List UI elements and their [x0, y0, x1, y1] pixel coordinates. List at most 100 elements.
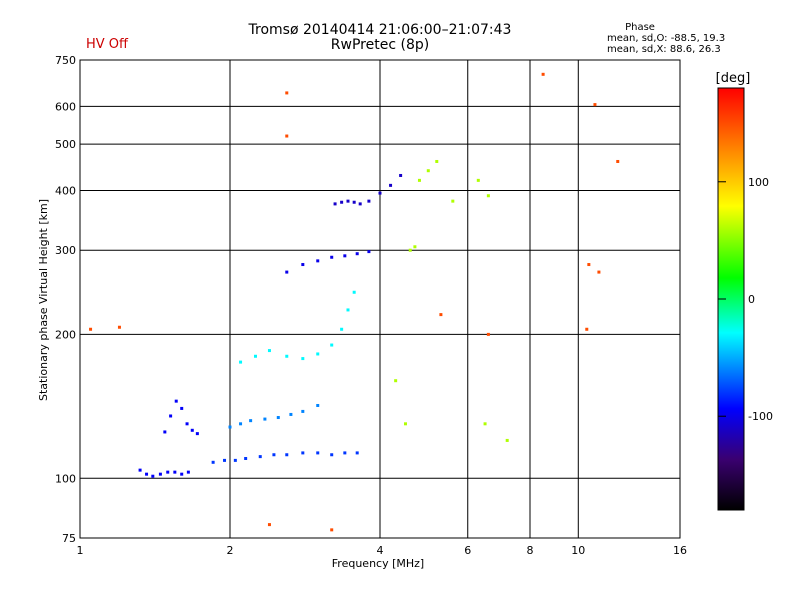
chart-title: Tromsø 20140414 21:06:00–21:07:43 [248, 22, 512, 38]
echo-point [174, 399, 178, 403]
echo-point [169, 414, 173, 418]
echo-point [301, 451, 305, 455]
echo-point [285, 270, 289, 274]
echo-point [417, 178, 421, 182]
echo-point [267, 523, 271, 527]
echo-point [233, 458, 237, 462]
x-tick-label: 6 [464, 544, 471, 557]
echo-point [180, 472, 184, 476]
y-axis-label: Stationary phase Virtual Height [km] [37, 199, 50, 401]
echo-point [223, 458, 227, 462]
echo-point [316, 451, 320, 455]
y-tick-label: 400 [55, 184, 76, 197]
y-tick-label: 100 [55, 472, 76, 485]
echo-point [285, 91, 289, 95]
echo-point [301, 263, 305, 267]
echo-point [403, 422, 407, 426]
echo-point [285, 354, 289, 358]
hv-status-label: HV Off [86, 37, 128, 52]
echo-point [346, 308, 350, 312]
echo-point [158, 472, 162, 476]
echo-point [486, 332, 490, 336]
echo-point [616, 159, 620, 163]
x-tick-label: 16 [673, 544, 687, 557]
echo-point [289, 412, 293, 416]
echo-point [186, 470, 190, 474]
y-tick-label: 750 [55, 54, 76, 67]
y-tick-label: 300 [55, 244, 76, 257]
x-axis-label: Frequency [MHz] [332, 557, 424, 570]
echo-point [358, 202, 362, 206]
echo-point [267, 349, 271, 353]
echo-point [258, 455, 262, 459]
y-tick-label: 500 [55, 138, 76, 151]
echo-point [333, 202, 337, 206]
echo-point [330, 528, 334, 532]
phase-stats-x: mean, sd,X: 88.6, 26.3 [607, 44, 721, 55]
echo-point [541, 72, 545, 76]
echo-point [145, 472, 149, 476]
echo-point [228, 425, 232, 429]
x-tick-label: 1 [77, 544, 84, 557]
x-tick-label: 10 [571, 544, 585, 557]
echo-point [239, 360, 243, 364]
echo-point [389, 183, 393, 187]
echo-point [394, 379, 398, 383]
echo-point [285, 134, 289, 138]
echo-point [343, 254, 347, 258]
echo-point [330, 343, 334, 347]
echo-point [138, 468, 142, 472]
echo-point [486, 194, 490, 198]
echo-point [316, 403, 320, 407]
echo-point [253, 354, 257, 358]
colorbar-tick-label: 100 [748, 176, 769, 189]
echo-point [185, 422, 189, 426]
echo-point [435, 159, 439, 163]
echo-point [301, 357, 305, 361]
echo-point [316, 259, 320, 263]
echo-point [272, 453, 276, 457]
echo-point [330, 255, 334, 259]
echo-point [378, 191, 382, 195]
echo-point [180, 406, 184, 410]
echo-point [340, 200, 344, 204]
echo-point [505, 438, 509, 442]
echo-point [355, 252, 359, 256]
plot-frame [79, 59, 681, 539]
echo-point [597, 270, 601, 274]
echo-point [367, 199, 371, 203]
echo-point [587, 263, 591, 267]
echo-point [352, 200, 356, 204]
echo-point [340, 327, 344, 331]
echo-point [439, 313, 443, 317]
colorbar-tick-label: -100 [748, 410, 773, 423]
echo-point [163, 430, 167, 434]
echo-point [211, 460, 215, 464]
y-tick-label: 75 [62, 532, 76, 545]
echo-point [166, 470, 170, 474]
echo-point [330, 453, 334, 457]
echo-point [476, 178, 480, 182]
x-tick-label: 2 [227, 544, 234, 557]
echo-point [355, 451, 359, 455]
phase-stats-o: mean, sd,O: -88.5, 19.3 [607, 33, 726, 44]
phase-stats-title: Phase [625, 22, 655, 33]
echo-point [399, 173, 403, 177]
echo-point [190, 428, 194, 432]
echo-point [413, 245, 417, 249]
echo-point [239, 422, 243, 426]
echo-point [117, 325, 121, 329]
y-tick-label: 200 [55, 328, 76, 341]
echo-point [593, 103, 597, 107]
echo-point [195, 432, 199, 436]
echo-point [352, 290, 356, 294]
echo-point [244, 456, 248, 460]
echo-point [346, 199, 350, 203]
y-tick-label: 600 [55, 100, 76, 113]
echo-point [263, 417, 267, 421]
echo-point [483, 422, 487, 426]
echo-point [249, 419, 253, 423]
echo-point [151, 474, 155, 478]
